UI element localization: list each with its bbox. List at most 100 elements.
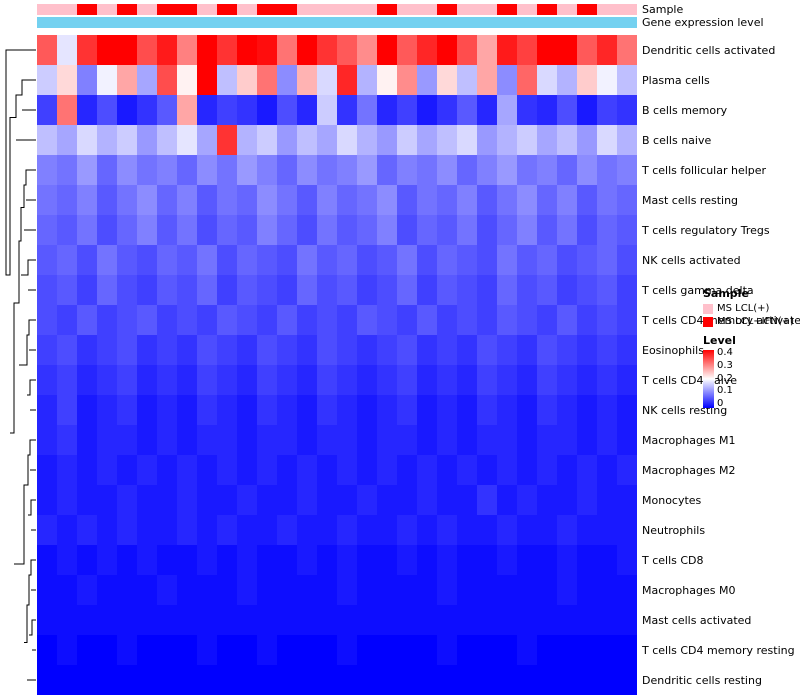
heatmap-cell — [197, 635, 217, 665]
heatmap-cell — [397, 545, 417, 575]
heatmap-cell — [537, 425, 557, 455]
heatmap-cell — [357, 455, 377, 485]
heatmap-cell — [237, 275, 257, 305]
heatmap-cell — [257, 185, 277, 215]
heatmap-cell — [137, 605, 157, 635]
heatmap-cell — [177, 425, 197, 455]
heatmap-cell — [37, 35, 57, 65]
heatmap-cell — [557, 665, 577, 695]
heatmap-cell — [597, 65, 617, 95]
heatmap-cell — [337, 605, 357, 635]
heatmap-cell — [297, 545, 317, 575]
row-dendrogram — [5, 49, 36, 681]
heatmap-cell — [277, 665, 297, 695]
heatmap-cell — [177, 215, 197, 245]
level-tick-label: 0 — [717, 398, 724, 409]
heatmap-cell — [617, 275, 637, 305]
row-label: Eosinophils — [642, 343, 704, 357]
heatmap-cell — [577, 395, 597, 425]
heatmap-cell — [417, 245, 437, 275]
heatmap-cell — [377, 245, 397, 275]
heatmap-cell — [417, 455, 437, 485]
row-label: Plasma cells — [642, 73, 710, 87]
sample-annotation-cell — [477, 4, 497, 15]
heatmap-cell — [217, 575, 237, 605]
heatmap-cell — [37, 305, 57, 335]
heatmap-cell — [37, 605, 57, 635]
heatmap-cell — [237, 155, 257, 185]
heatmap-cell — [257, 125, 277, 155]
heatmap-cell — [457, 545, 477, 575]
heatmap-cell — [57, 515, 77, 545]
heatmap-cell — [137, 335, 157, 365]
heatmap-cell — [617, 665, 637, 695]
sample-annotation-cell — [157, 4, 177, 15]
heatmap-cell — [377, 395, 397, 425]
heatmap-cell — [97, 215, 117, 245]
heatmap-cell — [117, 425, 137, 455]
heatmap-cell — [557, 605, 577, 635]
heatmap-cell — [117, 485, 137, 515]
heatmap-cell — [177, 35, 197, 65]
heatmap-cell — [197, 365, 217, 395]
heatmap-cell — [617, 35, 637, 65]
heatmap-cell — [417, 365, 437, 395]
heatmap-cell — [377, 365, 397, 395]
heatmap-cell — [157, 575, 177, 605]
heatmap-cell — [137, 125, 157, 155]
heatmap-cell — [517, 425, 537, 455]
row-label: T cells regulatory Tregs — [642, 223, 770, 237]
heatmap-cell — [77, 545, 97, 575]
heatmap-cell — [397, 275, 417, 305]
sample-annotation-cell — [277, 4, 297, 15]
heatmap-cell — [297, 35, 317, 65]
heatmap-cell — [577, 185, 597, 215]
heatmap-cell — [257, 545, 277, 575]
sample-annotation-cell — [437, 4, 457, 15]
heatmap-cell — [357, 125, 377, 155]
heatmap-cell — [357, 275, 377, 305]
heatmap-cell — [277, 545, 297, 575]
heatmap-cell — [157, 455, 177, 485]
heatmap-cell — [237, 215, 257, 245]
heatmap-cell — [397, 395, 417, 425]
heatmap-cell — [297, 275, 317, 305]
heatmap-cell — [237, 665, 257, 695]
heatmap-cell — [57, 275, 77, 305]
heatmap-cell — [277, 365, 297, 395]
heatmap-cell — [477, 395, 497, 425]
heatmap-cell — [217, 425, 237, 455]
heatmap-cell — [577, 215, 597, 245]
heatmap-cell — [277, 245, 297, 275]
legend-item-label: MS LCL+IFN(+) — [717, 316, 795, 327]
heatmap-cell — [417, 605, 437, 635]
heatmap-cell — [217, 365, 237, 395]
heatmap-cell — [277, 185, 297, 215]
heatmap-cell — [597, 455, 617, 485]
heatmap-cell — [577, 125, 597, 155]
row-label: NK cells activated — [642, 253, 741, 267]
heatmap-cell — [397, 515, 417, 545]
heatmap-cell — [137, 65, 157, 95]
heatmap-cell — [97, 95, 117, 125]
heatmap-cell — [337, 335, 357, 365]
heatmap-cell — [297, 635, 317, 665]
heatmap-cell — [397, 575, 417, 605]
heatmap-cell — [457, 275, 477, 305]
heatmap-cell — [157, 635, 177, 665]
heatmap-cell — [437, 65, 457, 95]
legend-sample-item: MS LCL(+) — [703, 303, 800, 314]
heatmap-cell — [317, 245, 337, 275]
heatmap-cell — [537, 215, 557, 245]
heatmap-cell — [317, 395, 337, 425]
heatmap-cell — [177, 125, 197, 155]
heatmap-cell — [237, 185, 257, 215]
heatmap-cell — [577, 485, 597, 515]
heatmap-cell — [397, 35, 417, 65]
heatmap-cell — [497, 515, 517, 545]
heatmap-cell — [537, 185, 557, 215]
heatmap-cell — [237, 335, 257, 365]
sample-annotation-cell — [77, 4, 97, 15]
heatmap-cell — [57, 395, 77, 425]
heatmap-cell — [137, 395, 157, 425]
